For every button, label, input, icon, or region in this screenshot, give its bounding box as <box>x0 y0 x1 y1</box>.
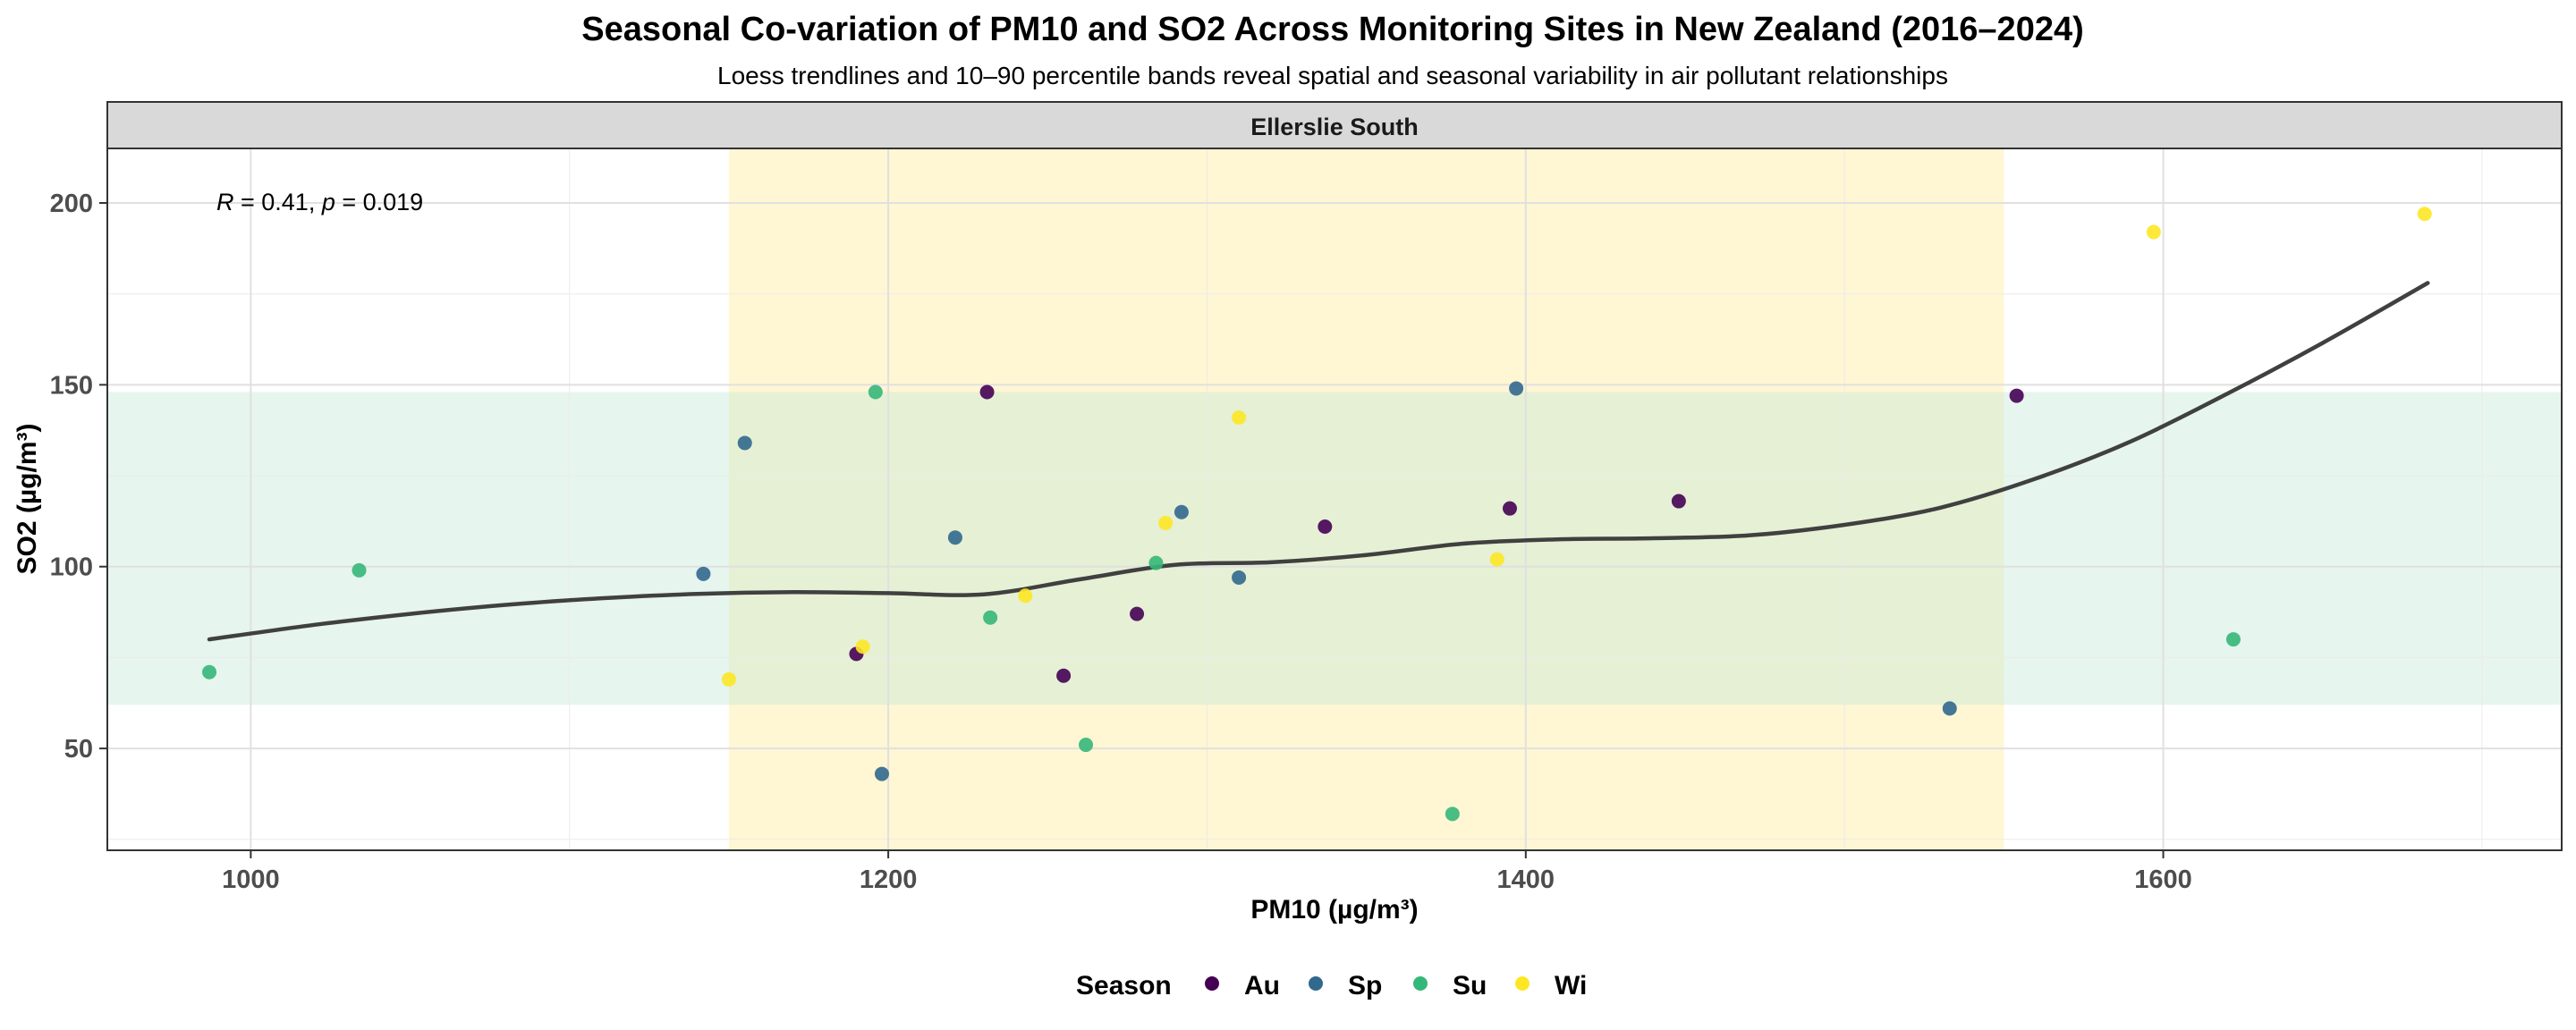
loess-trendline <box>207 281 2430 642</box>
x-axis-title: PM10 (µg/m³) <box>1250 895 1418 924</box>
y-tick-label: 50 <box>64 735 93 764</box>
point-au <box>1130 606 1145 621</box>
point-su <box>983 610 998 625</box>
legend-label-au: Au <box>1244 971 1280 1000</box>
legend-items: Au Sp Su Wi <box>1205 971 1587 1000</box>
point-su <box>1148 555 1164 570</box>
x-tick-label: 1600 <box>2134 865 2192 894</box>
loess-trendline-layer <box>207 281 2430 642</box>
percentile-bands <box>107 148 2562 850</box>
point-au <box>1318 519 1333 535</box>
panel-border <box>106 148 2563 851</box>
point-sp <box>874 766 889 781</box>
point-su <box>202 664 217 680</box>
point-sp <box>1174 504 1189 519</box>
p-value: = 0.019 <box>335 189 423 215</box>
correlation-annotation: R = 0.41, p = 0.019 <box>216 189 423 215</box>
point-wi <box>2146 224 2161 240</box>
y-tick-label: 200 <box>50 190 93 218</box>
r-value: = 0.41, <box>234 189 322 215</box>
p-symbol: p <box>321 189 335 215</box>
y-percentile-band <box>107 392 2562 705</box>
point-sp <box>696 566 711 581</box>
point-wi <box>1232 409 1247 425</box>
point-au <box>979 384 995 400</box>
point-wi <box>2417 207 2432 222</box>
point-su <box>1079 738 1094 753</box>
legend: Season Au Sp Su Wi <box>1076 971 1587 1000</box>
point-sp <box>737 435 752 451</box>
legend-label-wi: Wi <box>1555 971 1587 1000</box>
y-axis-title: SO2 (µg/m³) <box>13 424 42 575</box>
legend-key-su <box>1413 976 1428 991</box>
r-symbol: R <box>216 189 234 215</box>
legend-key-sp <box>1309 976 1323 991</box>
x-percentile-band <box>728 148 2004 850</box>
legend-label-su: Su <box>1453 971 1487 1000</box>
x-tick-label: 1200 <box>860 865 918 894</box>
grid-lines <box>107 148 2562 850</box>
point-sp <box>947 530 962 545</box>
point-su <box>2225 632 2241 647</box>
point-au <box>2009 388 2024 403</box>
chart-title: Seasonal Co-variation of PM10 and SO2 Ac… <box>581 11 2084 48</box>
x-tick-label: 1400 <box>1497 865 1555 894</box>
legend-title: Season <box>1076 971 1172 1000</box>
point-su <box>1445 806 1460 822</box>
point-au <box>1503 501 1517 516</box>
point-wi <box>721 671 736 687</box>
y-tick-label: 150 <box>50 371 93 400</box>
legend-key-wi <box>1515 976 1530 991</box>
x-tick-label: 1000 <box>222 865 280 894</box>
point-su <box>868 384 883 400</box>
point-wi <box>1158 515 1174 530</box>
plot-panel <box>106 148 2563 851</box>
scatter-points <box>202 207 2432 822</box>
y-tick-label: 100 <box>50 553 93 582</box>
point-wi <box>855 639 870 654</box>
point-wi <box>1018 588 1033 604</box>
chart-subtitle: Loess trendlines and 10–90 percentile ba… <box>717 62 1948 89</box>
point-su <box>352 562 367 578</box>
point-sp <box>1232 570 1247 585</box>
x-axis: 1000 1200 1400 1600 <box>222 850 2192 894</box>
point-sp <box>1942 701 1957 716</box>
y-axis: 50 100 150 200 <box>50 190 107 764</box>
facet-strip <box>106 101 2563 149</box>
point-au <box>1671 494 1686 509</box>
legend-label-sp: Sp <box>1348 971 1382 1000</box>
point-wi <box>1489 552 1504 567</box>
facet-strip-label: Ellerslie South <box>1250 114 1419 140</box>
point-sp <box>1509 381 1524 396</box>
point-au <box>1056 668 1072 683</box>
legend-key-au <box>1205 976 1219 991</box>
